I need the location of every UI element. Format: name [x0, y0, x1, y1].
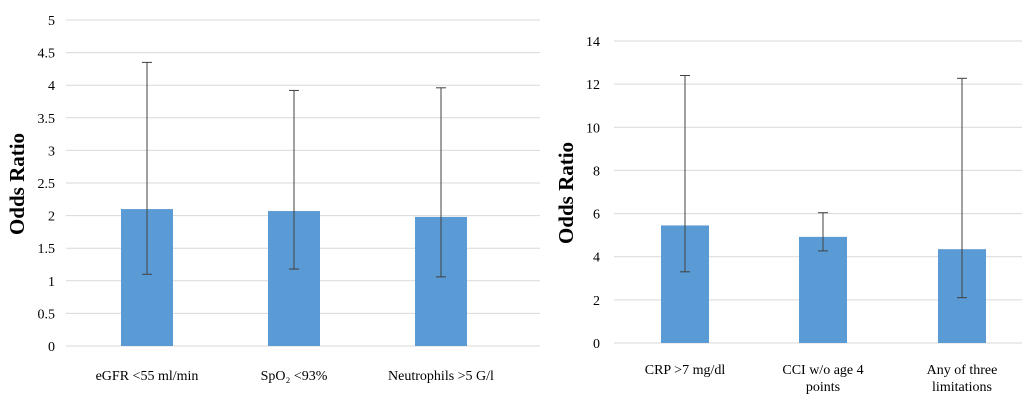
y-tick-label: 1.5	[38, 242, 56, 257]
y-tick-label: 5	[48, 14, 55, 29]
y-tick-label: 3.5	[38, 112, 56, 127]
x-category-label: SpO₂ <93%	[261, 369, 328, 384]
x-category-label: eGFR <55 ml/min	[96, 369, 199, 384]
y-tick-label: 0	[48, 340, 55, 355]
x-category-label: CCI w/o age 4 points	[782, 363, 863, 395]
x-category-label: Any of three limitations	[927, 363, 998, 395]
chart-right: Odds Ratio 0 2 4 6 8 10 12 14 CRP >7 mg/dl CCI w/…	[554, 35, 1022, 395]
y-tick-label: 1	[48, 275, 55, 290]
y-tick-label: 4.5	[38, 47, 56, 62]
y-tick-label: 2	[48, 210, 55, 225]
y-tick-label: 8	[593, 164, 600, 179]
y-tick-label: 0	[593, 337, 600, 352]
y-tick-label: 14	[586, 35, 600, 50]
y-tick-label: 4	[48, 79, 55, 94]
y-tick-label: 10	[586, 121, 600, 136]
y-tick-label: 6	[593, 208, 600, 223]
x-category-label: CRP >7 mg/dl	[645, 363, 726, 378]
y-tick-label: 3	[48, 144, 55, 159]
y-tick-label: 2	[593, 294, 600, 309]
y-tick-label: 12	[586, 78, 600, 93]
y-axis-label: Odds Ratio	[554, 142, 578, 244]
chart-left: Odds Ratio 0 0.5 1 1.5 2 2.5 3 3.5 4 4.5 5 eGFR <55…	[5, 14, 540, 384]
y-tick-label: 4	[593, 251, 600, 266]
x-category-label: Neutrophils >5 G/l	[388, 369, 494, 384]
y-axis-label: Odds Ratio	[5, 133, 29, 235]
y-tick-label: 0.5	[38, 307, 56, 322]
bar	[799, 236, 847, 343]
y-tick-label: 2.5	[38, 177, 56, 192]
